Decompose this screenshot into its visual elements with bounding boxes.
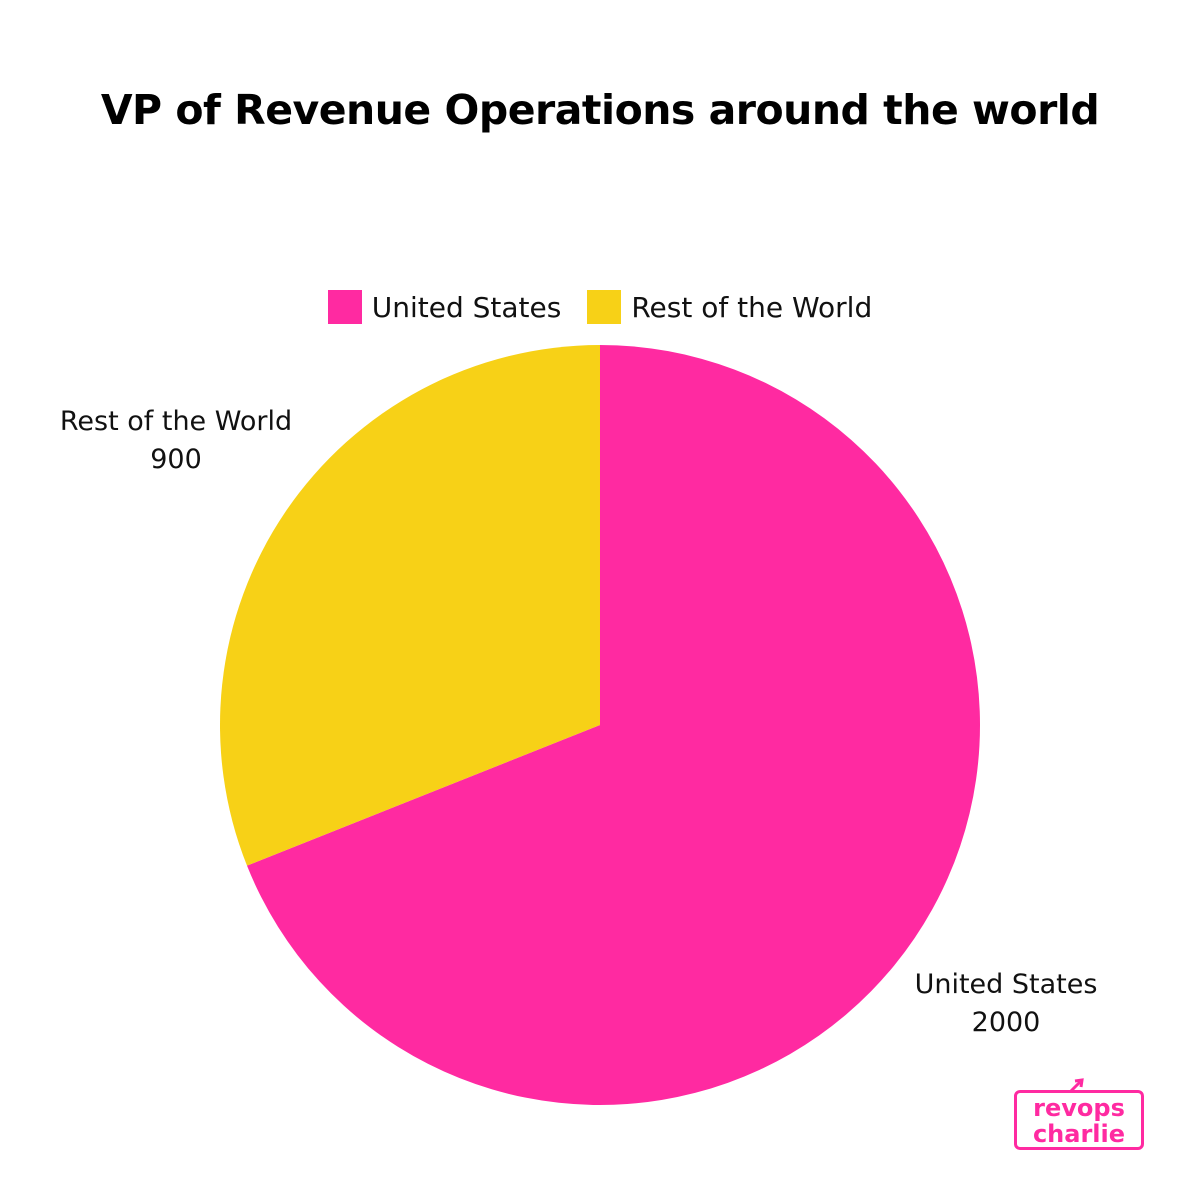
slice-label-value-rest-of-the-world: 900 xyxy=(150,444,202,475)
logo-line-1: revops xyxy=(1017,1095,1141,1121)
slice-label-value-united-states: 2000 xyxy=(972,1007,1041,1038)
revops-charlie-logo: revops charlie xyxy=(1014,1090,1144,1150)
slice-label-name-united-states: United States xyxy=(915,969,1098,1000)
logo-line-2: charlie xyxy=(1017,1121,1141,1147)
slice-label-name-rest-of-the-world: Rest of the World xyxy=(60,406,292,437)
